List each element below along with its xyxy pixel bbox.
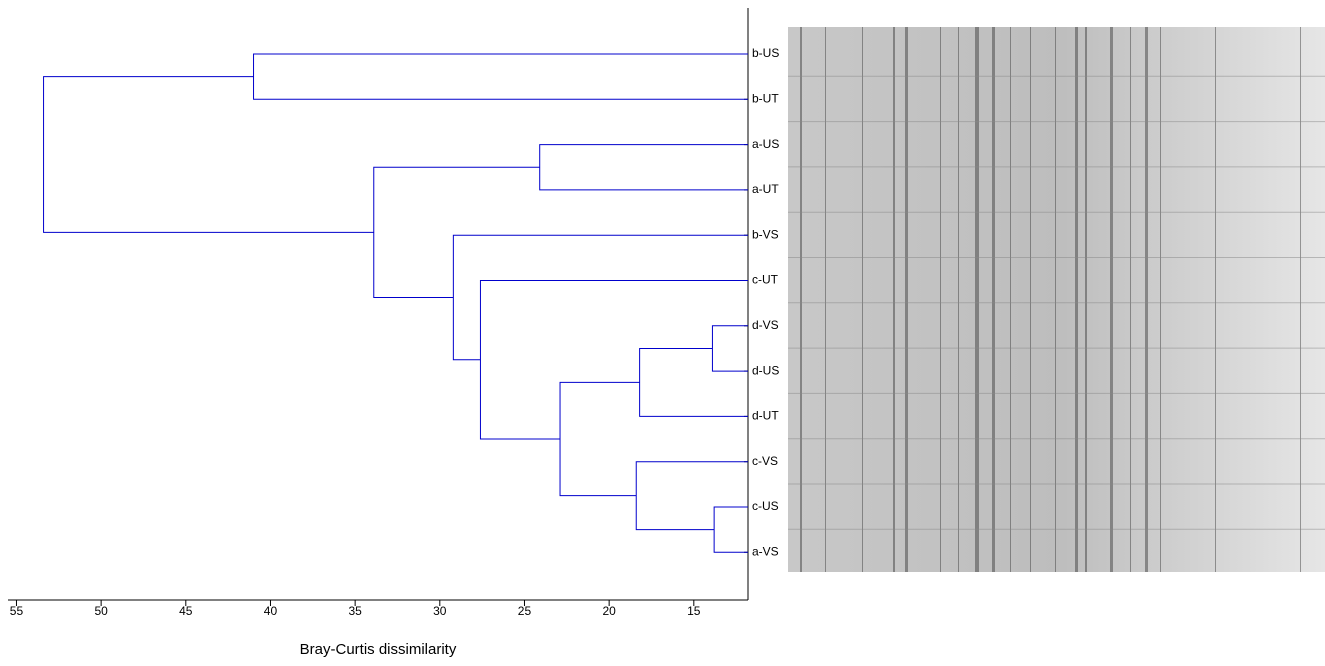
- gel-band: [940, 27, 941, 572]
- x-tick-label: 45: [179, 604, 193, 618]
- dendrogram-link: [639, 347, 748, 417]
- leaf-label: d-UT: [752, 409, 779, 423]
- gel-band: [992, 27, 995, 572]
- gel-band: [1085, 27, 1087, 572]
- dendrogram-link: [539, 144, 748, 191]
- gel-band: [1110, 27, 1113, 572]
- x-tick-label: 20: [602, 604, 616, 618]
- dendrogram-link: [479, 280, 748, 440]
- leaf-label: d-VS: [752, 318, 779, 332]
- leaf-label: a-US: [752, 137, 779, 151]
- gel-band: [1010, 27, 1011, 572]
- gel-band: [958, 27, 959, 572]
- gel-band: [1030, 27, 1031, 572]
- dendrogram-link: [43, 76, 374, 233]
- gel-background: [788, 27, 1325, 572]
- gel-band: [825, 27, 826, 572]
- gel-band: [1160, 27, 1161, 572]
- leaf-label: c-UT: [752, 273, 779, 287]
- x-tick-label: 35: [348, 604, 362, 618]
- x-tick-label: 25: [518, 604, 532, 618]
- gel-band: [862, 27, 863, 572]
- leaf-label: c-US: [752, 499, 779, 513]
- gel-band: [1145, 27, 1148, 572]
- gel-band: [893, 27, 895, 572]
- x-tick-label: 30: [433, 604, 447, 618]
- gel-band: [800, 27, 802, 572]
- gel-band: [1075, 27, 1078, 572]
- leaf-label: b-US: [752, 46, 779, 60]
- dendrogram-link: [373, 166, 540, 298]
- dendrogram-link: [635, 461, 748, 531]
- gel-band: [1215, 27, 1216, 572]
- x-tick-label: 40: [264, 604, 278, 618]
- gel-band: [1300, 27, 1301, 572]
- leaf-label: c-VS: [752, 454, 778, 468]
- x-axis-label: Bray-Curtis dissimilarity: [300, 641, 457, 658]
- x-tick-label: 50: [94, 604, 108, 618]
- gel-band: [1055, 27, 1056, 572]
- dendrogram-link: [713, 506, 748, 553]
- gel-band: [1130, 27, 1131, 572]
- dendrogram-link: [559, 381, 640, 497]
- gel-band: [975, 27, 979, 572]
- leaf-label: b-UT: [752, 91, 779, 105]
- x-tick-label: 15: [687, 604, 701, 618]
- leaf-label: d-US: [752, 363, 779, 377]
- leaf-label: b-VS: [752, 227, 779, 241]
- dendrogram-link: [452, 234, 748, 361]
- dendrogram-link: [711, 325, 748, 372]
- gel-band: [905, 27, 908, 572]
- dendrogram-link: [253, 53, 748, 100]
- gel-image: [788, 27, 1325, 572]
- leaf-label: a-UT: [752, 182, 779, 196]
- x-tick-label: 55: [10, 604, 24, 618]
- leaf-label: a-VS: [752, 544, 779, 558]
